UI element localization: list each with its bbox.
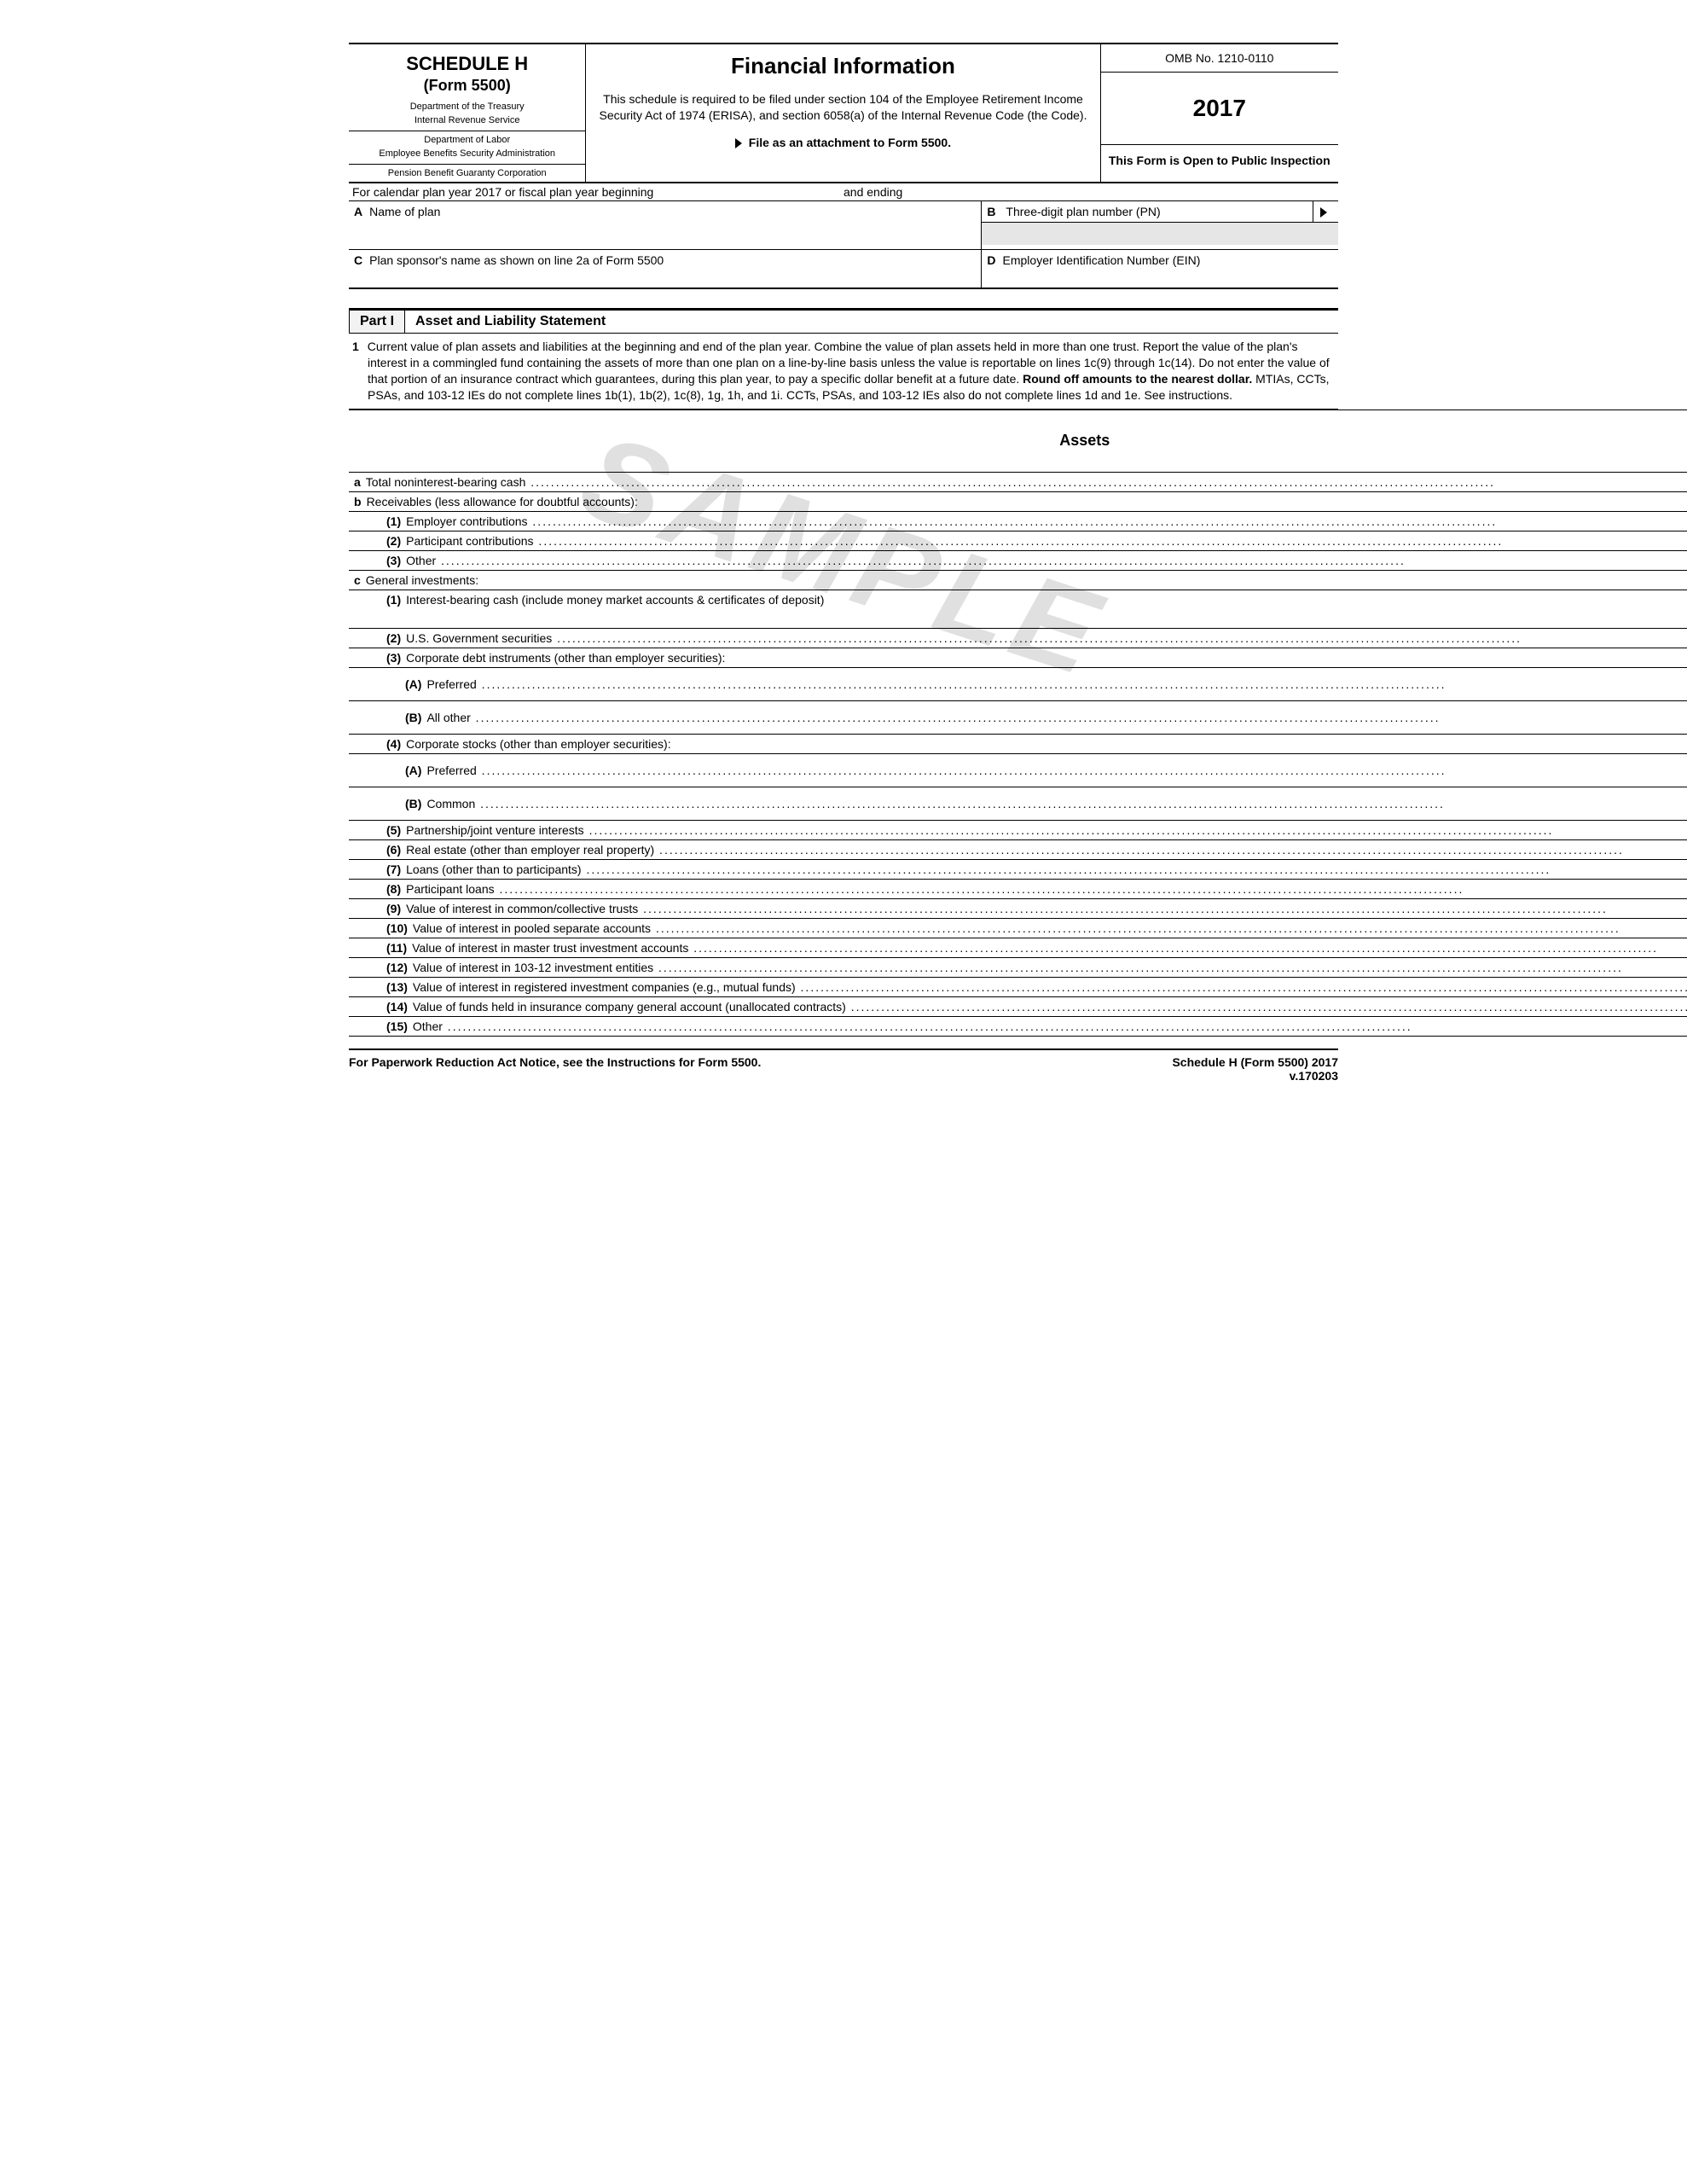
form-number: (Form 5500) (349, 75, 585, 100)
agency-dol: Department of Labor (349, 131, 585, 147)
schedule-label: SCHEDULE H (349, 44, 585, 75)
row-1c12: (12)Value of interest in 103-12 investme… (349, 958, 1687, 978)
row-1c15: (15)Other 1c(15) (349, 1017, 1687, 1037)
row-1c3A: (A)Preferred 1c(3)(A) (349, 668, 1687, 701)
assets-table: Assets (a) Beginning of Year (b) End of … (349, 410, 1687, 1037)
omb-number: OMB No. 1210-0110 (1101, 44, 1338, 73)
form-header: SCHEDULE H (Form 5500) Department of the… (349, 43, 1338, 183)
row-1c3-header: (3)Corporate debt instruments (other tha… (349, 648, 1687, 668)
row-1b-header: bReceivables (less allowance for doubtfu… (349, 491, 1687, 511)
agency-treasury: Department of the Treasury (349, 100, 585, 113)
field-a-plan-name[interactable]: AName of plan (349, 201, 982, 249)
part-i-header: Part I Asset and Liability Statement (349, 308, 1338, 334)
row-1c8: (8)Participant loans 1c(8) (349, 880, 1687, 899)
public-inspection-note: This Form is Open to Public Inspection (1101, 145, 1338, 176)
row-1c5: (5)Partnership/joint venture interests 1… (349, 821, 1687, 840)
row-1c1-code: 1c(1) (349, 609, 1687, 629)
page-footer: For Paperwork Reduction Act Notice, see … (349, 1048, 1338, 1083)
row-1c6: (6)Real estate (other than employer real… (349, 840, 1687, 860)
col-assets: Assets (349, 410, 1687, 472)
field-d-ein[interactable]: DEmployer Identification Number (EIN) (982, 250, 1338, 288)
row-1c10: (10)Value of interest in pooled separate… (349, 919, 1687, 938)
row-1b1: (1)Employer contributions 1b(1) (349, 511, 1687, 531)
field-b-value[interactable] (982, 223, 1338, 245)
agency-pbgc: Pension Benefit Guaranty Corporation (349, 165, 585, 182)
row-1c-header: cGeneral investments: (349, 570, 1687, 590)
row-1c4B: (B)Common 1c(4)(B) (349, 787, 1687, 821)
field-b-plan-number[interactable]: B Three-digit plan number (PN) (982, 201, 1313, 222)
row-1c13: (13)Value of interest in registered inve… (349, 978, 1687, 997)
instruction-1: 1Current value of plan assets and liabil… (349, 334, 1338, 410)
arrow-right-icon (735, 138, 742, 148)
part-number: Part I (349, 311, 405, 333)
part-title: Asset and Liability Statement (405, 311, 616, 333)
form-blurb: This schedule is required to be filed un… (594, 91, 1091, 124)
form-title: Financial Information (594, 53, 1091, 79)
arrow-right-icon (1320, 207, 1327, 218)
row-1c11: (11)Value of interest in master trust in… (349, 938, 1687, 958)
row-1b2: (2)Participant contributions 1b(2) (349, 531, 1687, 550)
row-a-b: AName of plan B Three-digit plan number … (349, 201, 1338, 250)
agency-irs: Internal Revenue Service (349, 113, 585, 127)
row-1c9: (9)Value of interest in common/collectiv… (349, 899, 1687, 919)
row-1c1-label: (1)Interest-bearing cash (include money … (349, 590, 1687, 609)
agency-ebsa: Employee Benefits Security Administratio… (349, 147, 585, 160)
row-1b3: (3)Other 1b(3) (349, 550, 1687, 570)
row-1c14: (14)Value of funds held in insurance com… (349, 997, 1687, 1017)
row-1c7: (7)Loans (other than to participants) 1c… (349, 860, 1687, 880)
form-year: 2017 (1101, 73, 1338, 145)
field-c-sponsor-name[interactable]: CPlan sponsor's name as shown on line 2a… (349, 250, 982, 288)
row-1c4A: (A)Preferred 1c(4)(A) (349, 754, 1687, 787)
row-c-d: CPlan sponsor's name as shown on line 2a… (349, 250, 1338, 289)
row-1c4-header: (4)Corporate stocks (other than employer… (349, 735, 1687, 754)
attach-instruction: File as an attachment to Form 5500. (594, 136, 1091, 149)
row-1c2: (2)U.S. Government securities 1c(2) (349, 629, 1687, 648)
row-1a: aTotal noninterest-bearing cash 1a (349, 472, 1687, 491)
plan-year-row: For calendar plan year 2017 or fiscal pl… (349, 183, 1338, 201)
row-1c3B: (B)All other 1c(3)(B) (349, 701, 1687, 735)
